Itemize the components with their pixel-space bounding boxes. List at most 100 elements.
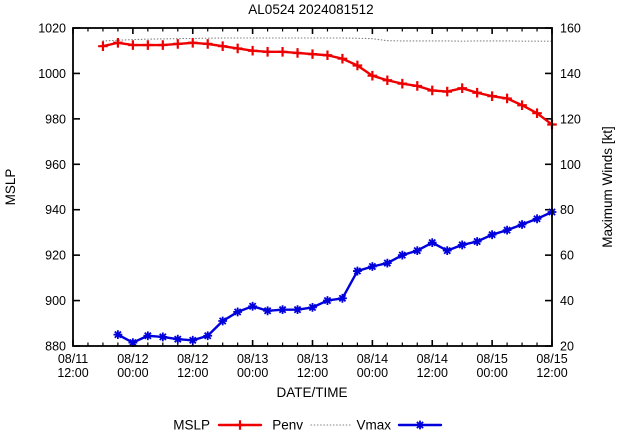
x-tick-label-date: 08/12 [177, 352, 208, 366]
chart-title: AL0524 2024081512 [248, 2, 373, 17]
plus-marker [113, 37, 123, 48]
plus-marker [397, 78, 408, 89]
star-marker [427, 238, 437, 248]
y2-axis-label: Maximum Winds [kt] [600, 126, 615, 248]
x-tick-label-time: 12:00 [297, 366, 328, 380]
legend-label: MSLP [173, 418, 210, 432]
plus-marker [172, 39, 183, 49]
star-marker [532, 214, 542, 224]
star-marker [338, 293, 347, 303]
plus-marker [517, 100, 527, 111]
plot-frame [72, 27, 553, 347]
series-penv [102, 37, 553, 42]
star-marker [293, 305, 302, 315]
plus-marker [128, 40, 138, 50]
star-marker [173, 334, 183, 344]
x-tick-label-date: 08/14 [417, 352, 448, 366]
star-marker [143, 331, 153, 341]
plus-marker [412, 81, 423, 91]
y-left-tick-label: 980 [45, 112, 66, 126]
star-marker [218, 316, 228, 326]
star-marker [472, 237, 482, 246]
star-marker [128, 338, 138, 347]
plus-marker [442, 86, 453, 97]
x-tick-label-time: 00:00 [237, 366, 268, 380]
plus-marker [247, 45, 258, 56]
legend-label: Penv [272, 418, 303, 432]
star-marker [248, 301, 258, 311]
star-marker [442, 246, 452, 255]
star-marker [382, 258, 392, 268]
series-mslp [98, 37, 557, 130]
y-right-tick-label: 160 [560, 22, 581, 36]
y-right-tick-label: 120 [560, 112, 581, 126]
star-marker [502, 225, 512, 235]
x-tick-label-time: 12:00 [57, 366, 88, 380]
star-marker [457, 240, 467, 250]
x-tick-label-date: 08/14 [357, 352, 388, 366]
y-right-tick-label: 80 [560, 203, 574, 217]
star-marker [278, 305, 287, 315]
plus-marker [143, 40, 153, 50]
star-marker [487, 230, 497, 240]
y-right-tick-label: 60 [560, 249, 574, 263]
y-right-tick-label: 20 [560, 340, 574, 354]
plus-marker [307, 49, 318, 59]
star-marker [517, 220, 527, 229]
star-marker [412, 246, 422, 255]
plus-marker [187, 37, 198, 48]
star-marker [113, 330, 123, 340]
legend-item-mslp: MSLP [173, 418, 263, 432]
plus-marker [217, 41, 228, 51]
star-marker [367, 262, 377, 271]
plus-marker [367, 70, 378, 81]
plus-marker [262, 47, 273, 57]
star-marker [323, 296, 332, 305]
plus-marker [502, 93, 512, 104]
y-left-tick-label: 1020 [38, 22, 66, 36]
star-marker [415, 420, 425, 430]
star-marker [353, 266, 362, 276]
x-tick-label-date: 08/15 [536, 352, 567, 366]
y-left-tick-label: 920 [45, 249, 66, 263]
x-tick-label-time: 00:00 [357, 366, 388, 380]
plus-marker [472, 87, 482, 98]
x-tick-label-date: 08/13 [297, 352, 328, 366]
plus-marker [158, 40, 168, 50]
plus-marker [202, 39, 213, 49]
x-tick-label-time: 00:00 [476, 366, 507, 380]
x-tick-label-date: 08/15 [476, 352, 507, 366]
legend-item-penv: Penv [272, 418, 352, 432]
y-left-tick-label: 960 [45, 158, 66, 172]
x-tick-label-date: 08/11 [58, 352, 88, 366]
x-tick-label-time: 12:00 [536, 366, 567, 380]
plus-marker [235, 420, 245, 430]
plus-marker [322, 50, 333, 61]
y-left-tick-label: 880 [45, 340, 66, 354]
x-tick-label-date: 08/12 [117, 352, 148, 366]
plus-marker [352, 60, 363, 71]
series-vmax [113, 207, 557, 347]
plus-marker [337, 53, 348, 64]
plus-marker [277, 47, 288, 57]
penv-line [102, 37, 553, 42]
y-right-tick-label: 140 [560, 67, 581, 81]
y-left-tick-label: 900 [45, 294, 66, 308]
x-tick-label-time: 12:00 [177, 366, 208, 380]
plus-marker [427, 85, 438, 96]
star-marker [233, 307, 243, 317]
star-marker [158, 332, 168, 342]
y-right-tick-label: 40 [560, 294, 574, 308]
plot-series [98, 37, 557, 347]
plus-marker [292, 48, 303, 58]
plus-marker [232, 43, 243, 54]
x-tick-label-time: 12:00 [417, 366, 448, 380]
star-marker [308, 302, 317, 312]
y-right-tick-label: 100 [560, 158, 581, 172]
axis-ticks: 08/1112:0008/1200:0008/1212:0008/1300:00… [38, 22, 581, 381]
plus-marker [98, 41, 108, 51]
star-marker [203, 331, 213, 341]
plus-marker [457, 83, 467, 93]
x-tick-label-time: 00:00 [117, 366, 148, 380]
